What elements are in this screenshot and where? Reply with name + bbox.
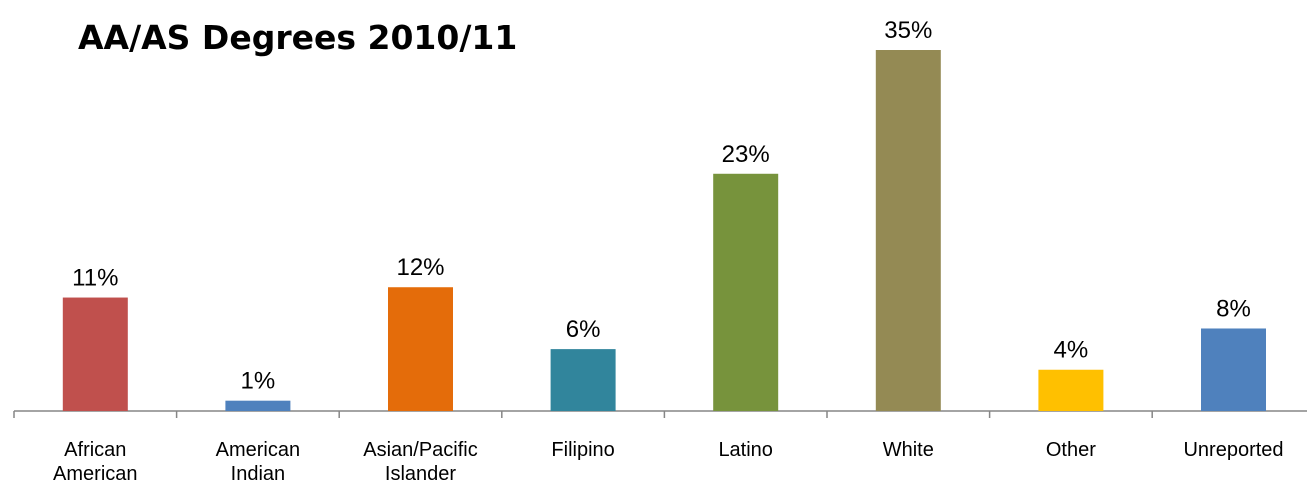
x-tick-label: Unreported: [1183, 439, 1284, 461]
x-tick-label: African American: [53, 439, 138, 485]
chart-title: AA/AS Degrees 2010/11: [78, 18, 518, 57]
x-tick-label: Filipino: [551, 439, 615, 461]
value-label: 12%: [396, 254, 444, 281]
bar: [713, 173, 779, 411]
bar: [550, 349, 616, 411]
value-label: 11%: [72, 265, 118, 292]
value-label: 4%: [1054, 337, 1089, 364]
bar: [225, 400, 291, 411]
bar: [875, 50, 941, 411]
x-tick-label: White: [882, 439, 934, 461]
value-label: 8%: [1216, 295, 1251, 322]
bar: [1201, 328, 1266, 411]
value-label: 6%: [566, 316, 601, 343]
x-tick-label: Other: [1045, 439, 1096, 461]
value-label: 1%: [241, 368, 276, 395]
bar: [62, 297, 128, 411]
bar: [1038, 369, 1104, 411]
value-label: 35%: [884, 17, 932, 44]
value-label: 23%: [722, 141, 770, 168]
x-tick-label: Latino: [718, 439, 773, 461]
x-tick-label: American Indian: [215, 439, 301, 485]
bar: [388, 287, 453, 411]
x-tick-label: Asian/Pacific Islander: [363, 439, 478, 485]
